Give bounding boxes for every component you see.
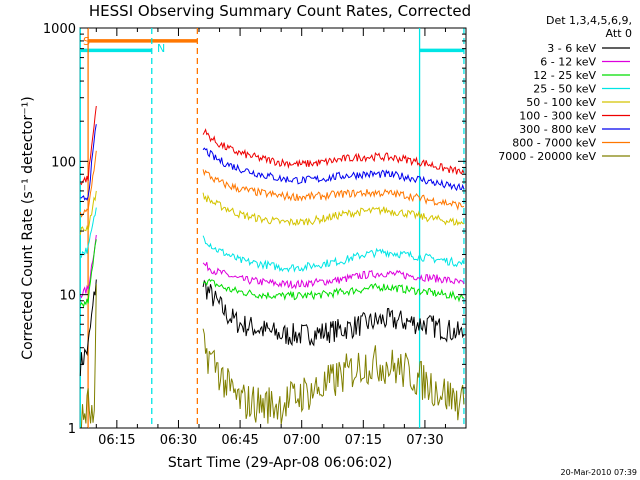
series-line-4	[79, 190, 465, 235]
series-line-8	[80, 284, 465, 429]
annotation-n: N	[157, 42, 165, 55]
series-line-3	[80, 207, 465, 273]
y-axis-label: Corrected Count Rate (s⁻¹ detector⁻¹)	[20, 96, 36, 359]
x-tick-label: 06:15	[98, 433, 135, 448]
series-line-6	[80, 124, 465, 201]
legend-label: 25 - 50 keV	[533, 83, 596, 96]
y-tick-label: 10	[59, 289, 76, 304]
legend-header-line-1: Det 1,3,4,5,6,9,	[546, 14, 632, 27]
legend-label: 6 - 12 keV	[540, 56, 596, 69]
x-tick-label: 06:30	[160, 433, 197, 448]
x-tick-label: 07:15	[345, 433, 382, 448]
x-tick-label: 07:30	[406, 433, 443, 448]
legend-label: 12 - 25 keV	[533, 69, 596, 82]
series-line-2	[79, 239, 465, 308]
legend-label: 3 - 6 keV	[547, 42, 596, 55]
state-layer	[80, 39, 464, 53]
annotation-s: S	[83, 35, 90, 48]
legend-label: 100 - 300 keV	[519, 110, 596, 123]
x-tick-label: 06:45	[221, 433, 258, 448]
y-tick-label: 100	[51, 155, 76, 170]
x-tick-label: 07:00	[283, 433, 320, 448]
x-axis-label: Start Time (29-Apr-08 06:06:02)	[168, 455, 392, 471]
legend-label: 50 - 100 keV	[526, 96, 596, 109]
y-tick-label: 1000	[43, 22, 76, 37]
footer-timestamp: 20-Mar-2010 07:39	[561, 468, 638, 477]
chart-title: HESSI Observing Summary Count Rates, Cor…	[89, 2, 471, 20]
y-tick-label: 1	[68, 422, 76, 437]
legend-label: 300 - 800 keV	[519, 123, 596, 136]
legend-label: 7000 - 20000 keV	[498, 150, 596, 163]
axis-layer: 06:15 06:30 06:45 07:00 07:15 07:30 1 10 100 1000	[43, 22, 467, 448]
legend-label: 800 - 7000 keV	[512, 137, 596, 150]
series-line-5	[79, 105, 465, 186]
legend-header-line-2: Att 0	[606, 27, 632, 40]
